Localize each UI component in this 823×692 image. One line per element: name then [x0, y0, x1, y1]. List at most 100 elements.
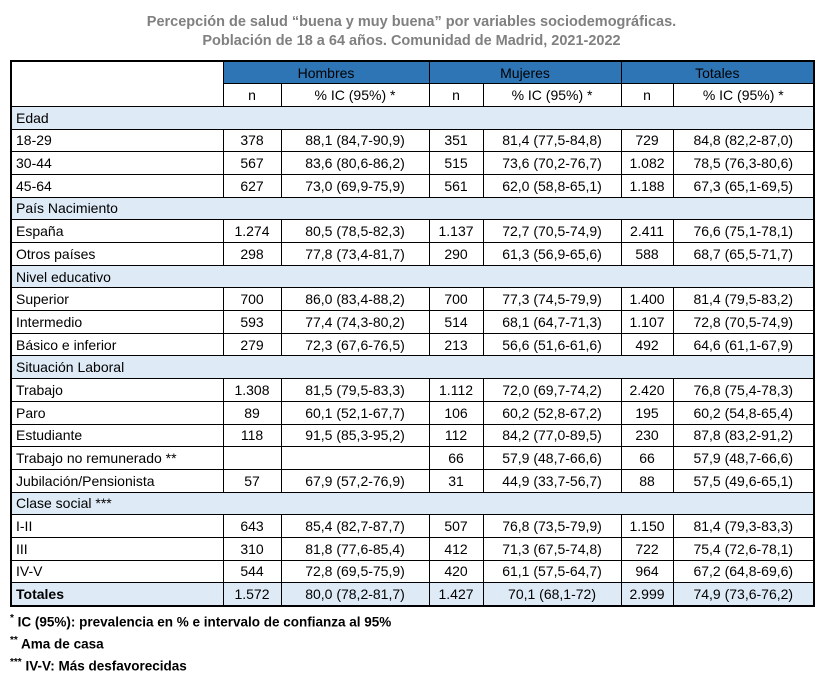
value-cell: 72,7 (70,5-74,9)	[482, 219, 622, 243]
table-row: Básico e inferior 279 72,3 (67,6-76,5) 213 5…	[10, 332, 815, 357]
sub-header: n	[428, 83, 484, 107]
chart-title-line1: Percepción de salud “buena y muy buena” …	[146, 14, 677, 30]
chart-title: Percepción de salud “buena y muy buena” …	[0, 13, 823, 51]
value-cell: 87,8 (83,2-91,2)	[672, 423, 815, 448]
footnote-marker: ***	[10, 656, 22, 668]
value-cell: 56,6 (51,6-61,6)	[482, 332, 622, 357]
value-cell: 85,4 (82,7-87,7)	[280, 514, 430, 538]
value-cell: 84,2 (77,0-89,5)	[482, 423, 622, 448]
totals-value-cell: 70,1 (68,1-72)	[482, 582, 622, 606]
value-cell: 106	[428, 400, 484, 425]
table-row: Jubilación/Pensionista 57 67,9 (57,2-76,9)…	[10, 468, 815, 493]
value-cell	[222, 446, 282, 470]
chart-title-line2: Población de 18 a 64 años. Comunidad de …	[202, 33, 621, 49]
footnote-text: IC (95%): prevalencia en % e intervalo d…	[13, 614, 392, 629]
table-row: Estudiante 118 91,5 (85,3-95,2) 112 84,2 (77…	[10, 423, 815, 448]
row-label: Jubilación/Pensionista	[10, 468, 224, 493]
value-cell: 81,4 (77,5-84,8)	[482, 128, 622, 153]
value-cell: 86,0 (83,4-88,2)	[280, 287, 430, 312]
value-cell: 643	[222, 514, 282, 538]
value-cell: 1.188	[620, 173, 674, 198]
value-cell: 57,5 (49,6-65,1)	[672, 468, 815, 493]
footnote-marker: **	[10, 634, 18, 646]
value-cell: 81,8 (77,6-85,4)	[280, 536, 430, 561]
section-row: Edad	[10, 105, 815, 130]
value-cell: 67,2 (64,8-69,6)	[672, 559, 815, 584]
value-cell: 61,1 (57,5-64,7)	[482, 559, 622, 584]
totals-value-cell: 74,9 (73,6-76,2)	[672, 582, 815, 606]
value-cell: 298	[222, 242, 282, 266]
value-cell: 1.400	[620, 287, 674, 312]
value-cell: 544	[222, 559, 282, 584]
value-cell: 118	[222, 423, 282, 448]
totals-value-cell: 1.427	[428, 582, 484, 606]
sub-header: % IC (95%) *	[280, 83, 430, 107]
row-label: I-II	[10, 514, 224, 538]
row-label: 45-64	[10, 173, 224, 198]
section-row: País Nacimiento	[10, 196, 815, 221]
header-row-groups: Hombres Mujeres Totales	[10, 60, 815, 107]
value-cell: 1.137	[428, 219, 484, 243]
value-cell: 507	[428, 514, 484, 538]
value-cell: 213	[428, 332, 484, 357]
header-row-subcolumns: n% IC (95%) * n% IC (95%) * n% IC (95%) *	[11, 83, 815, 107]
group-header-mujeres: Mujeres	[428, 60, 622, 85]
value-cell: 1.308	[222, 378, 282, 402]
value-cell: 76,6 (75,1-78,1)	[672, 219, 815, 243]
value-cell: 61,3 (56,9-65,6)	[482, 242, 622, 266]
value-cell: 72,8 (70,5-74,9)	[672, 310, 815, 334]
footnote-text: IV-V: Más desfavorecidas	[21, 658, 187, 673]
value-cell: 83,6 (80,6-86,2)	[280, 151, 430, 175]
sub-header: n	[222, 83, 282, 107]
corner-cell	[10, 60, 224, 107]
value-cell: 66	[428, 446, 484, 470]
footnote-marker: *	[10, 612, 14, 624]
totals-value-cell: 2.999	[620, 582, 674, 606]
value-cell: 2.411	[620, 219, 674, 243]
value-cell: 412	[428, 536, 484, 561]
value-cell: 2.420	[620, 378, 674, 402]
value-cell: 279	[222, 332, 282, 357]
value-cell: 700	[428, 287, 484, 312]
sub-header: % IC (95%) *	[672, 83, 815, 107]
value-cell: 290	[428, 242, 484, 266]
table-row: España 1.274 80,5 (78,5-82,3) 1.137 72,7 (70…	[10, 219, 815, 243]
value-cell: 1.274	[222, 219, 282, 243]
value-cell: 1.082	[620, 151, 674, 175]
value-cell: 80,5 (78,5-82,3)	[280, 219, 430, 243]
value-cell: 722	[620, 536, 674, 561]
row-label: 30-44	[10, 151, 224, 175]
table-row: Intermedio 593 77,4 (74,3-80,2) 514 68,1 (64…	[10, 310, 815, 334]
value-cell: 60,1 (52,1-67,7)	[280, 400, 430, 425]
section-row: Nivel educativo	[10, 264, 815, 289]
section-label: País Nacimiento	[10, 196, 815, 221]
row-label: Básico e inferior	[10, 332, 224, 357]
row-label: Otros países	[10, 242, 224, 266]
value-cell: 492	[620, 332, 674, 357]
value-cell: 514	[428, 310, 484, 334]
value-cell: 515	[428, 151, 484, 175]
value-cell: 88	[620, 468, 674, 493]
table-row: III 310 81,8 (77,6-85,4) 412 71,3 (67,5-74,8…	[10, 536, 815, 561]
section-row: Clase social ***	[10, 491, 815, 516]
section-label: Edad	[10, 105, 815, 130]
row-label: III	[10, 536, 224, 561]
value-cell: 593	[222, 310, 282, 334]
section-label: Situación Laboral	[10, 355, 815, 380]
value-cell: 76,8 (73,5-79,9)	[482, 514, 622, 538]
value-cell: 964	[620, 559, 674, 584]
table-row: IV-V 544 72,8 (69,5-75,9) 420 61,1 (57,5-64,…	[10, 559, 815, 584]
value-cell: 729	[620, 128, 674, 153]
value-cell: 78,5 (76,3-80,6)	[672, 151, 815, 175]
value-cell: 89	[222, 400, 282, 425]
value-cell: 68,1 (64,7-71,3)	[482, 310, 622, 334]
value-cell: 44,9 (33,7-56,7)	[482, 468, 622, 493]
value-cell: 68,7 (65,5-71,7)	[672, 242, 815, 266]
table-header: Hombres Mujeres Totales n% IC (95%) * n% IC …	[10, 60, 815, 107]
value-cell: 57	[222, 468, 282, 493]
row-label: Trabajo no remunerado **	[10, 446, 224, 470]
table-row: I-II 643 85,4 (82,7-87,7) 507 76,8 (73,5-79,…	[10, 514, 815, 538]
value-cell: 72,8 (69,5-75,9)	[280, 559, 430, 584]
value-cell: 77,8 (73,4-81,7)	[280, 242, 430, 266]
